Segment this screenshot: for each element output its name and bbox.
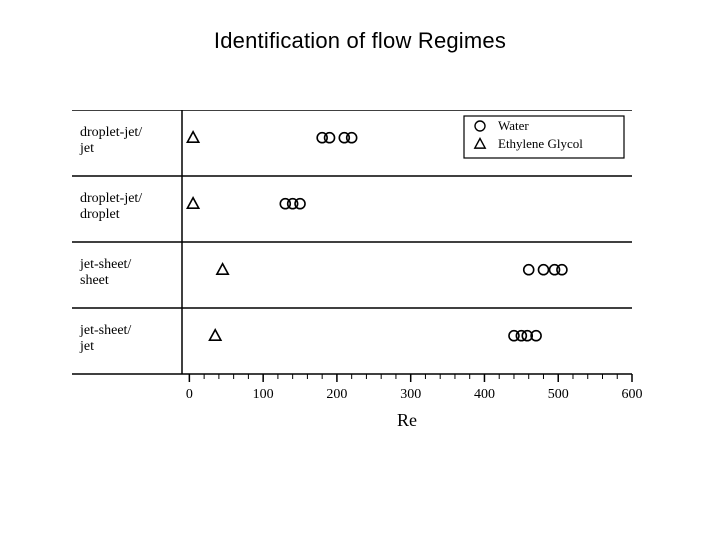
row-label: jet-sheet/ (79, 323, 131, 338)
data-point-circle (295, 199, 305, 209)
flow-regime-chart: droplet-jet/jetdroplet-jet/dropletjet-sh… (72, 110, 648, 430)
row-label: droplet (80, 207, 120, 222)
row-label: jet (79, 141, 94, 156)
data-point-circle (538, 265, 548, 275)
row-label: jet-sheet/ (79, 257, 131, 272)
data-point-circle (524, 265, 534, 275)
data-point-circle (325, 133, 335, 143)
data-point-circle (347, 133, 357, 143)
row-label: jet (79, 339, 94, 354)
x-tick-label: 0 (186, 387, 193, 402)
x-tick-label: 100 (253, 387, 274, 402)
x-tick-label: 400 (474, 387, 495, 402)
x-tick-label: 200 (326, 387, 347, 402)
page: Identification of flow Regimes droplet-j… (0, 0, 720, 540)
page-title: Identification of flow Regimes (0, 28, 720, 54)
data-point-triangle (217, 264, 228, 275)
row-label: sheet (80, 273, 109, 288)
legend-label: Water (498, 118, 529, 133)
x-tick-label: 500 (548, 387, 569, 402)
data-point-triangle (187, 132, 198, 143)
data-point-triangle (209, 330, 220, 341)
x-axis-title: Re (397, 410, 417, 430)
x-tick-label: 600 (622, 387, 643, 402)
data-point-triangle (187, 198, 198, 209)
x-tick-label: 300 (400, 387, 421, 402)
row-label: droplet-jet/ (80, 125, 142, 140)
row-label: droplet-jet/ (80, 191, 142, 206)
data-point-circle (557, 265, 567, 275)
legend-label: Ethylene Glycol (498, 136, 583, 151)
